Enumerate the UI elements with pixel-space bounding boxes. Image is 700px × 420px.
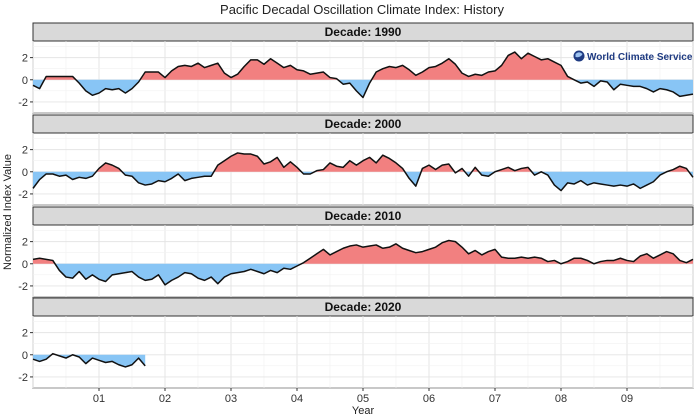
x-tick-label: 04: [291, 393, 303, 405]
facet-panel: Decade: 2010 -2 0 2: [18, 206, 694, 298]
facet-panel: Decade: 2000 -2 0 2: [18, 114, 694, 206]
chart-title: Pacific Decadal Oscillation Climate Inde…: [220, 2, 504, 17]
x-tick-label: 05: [357, 393, 369, 405]
panel-strip-label: Decade: 2010: [325, 209, 402, 223]
y-tick-label: 2: [22, 145, 28, 157]
positive-area: [44, 52, 575, 80]
facet-panel: Decade: 2020 -2 0 2: [18, 297, 694, 389]
x-tick-label: 01: [93, 393, 105, 405]
pdo-series-line: [32, 51, 694, 99]
x-tick-label: 06: [423, 393, 435, 405]
positive-area: [33, 240, 693, 264]
x-tick-label: 09: [621, 393, 633, 405]
y-tick-label: 0: [22, 350, 28, 362]
globe-highlight: [575, 52, 583, 58]
panel-strip-label: Decade: 1990: [325, 25, 402, 39]
y-tick-label: -2: [18, 281, 28, 293]
x-axis: 01 02 03 04 05 06 07 08 09: [93, 388, 633, 405]
pdo-series-line: [32, 352, 146, 368]
x-tick-label: 03: [225, 393, 237, 405]
y-tick-label: -2: [18, 189, 28, 201]
panel-strip-label: Decade: 2020: [325, 300, 402, 314]
y-tick-label: -2: [18, 97, 28, 109]
y-tick-label: 2: [22, 237, 28, 249]
y-tick-label: 0: [22, 75, 28, 87]
y-axis-label: Normalized Index Value: [2, 154, 14, 270]
pdo-series-line: [32, 239, 694, 286]
y-tick-label: -2: [18, 372, 28, 384]
negative-area: [33, 171, 693, 191]
x-tick-label: 02: [159, 393, 171, 405]
x-axis-label: Year: [352, 405, 375, 417]
x-tick-label: 08: [555, 393, 567, 405]
watermark: World Climate Service: [573, 50, 693, 63]
negative-area: [55, 263, 302, 285]
y-tick-label: 2: [22, 53, 28, 65]
positive-area: [96, 152, 689, 172]
gridlines: [32, 316, 694, 389]
pdo-series-line: [32, 152, 694, 192]
watermark-text: World Climate Service: [587, 52, 693, 63]
y-tick-label: 0: [22, 167, 28, 179]
negative-area: [33, 79, 693, 98]
y-tick-label: 0: [22, 259, 28, 271]
y-tick-label: 2: [22, 328, 28, 340]
facet-panel: Decade: 1990 -2 0 2: [18, 22, 694, 114]
x-tick-label: 07: [489, 393, 501, 405]
panel-strip-label: Decade: 2000: [325, 117, 402, 131]
